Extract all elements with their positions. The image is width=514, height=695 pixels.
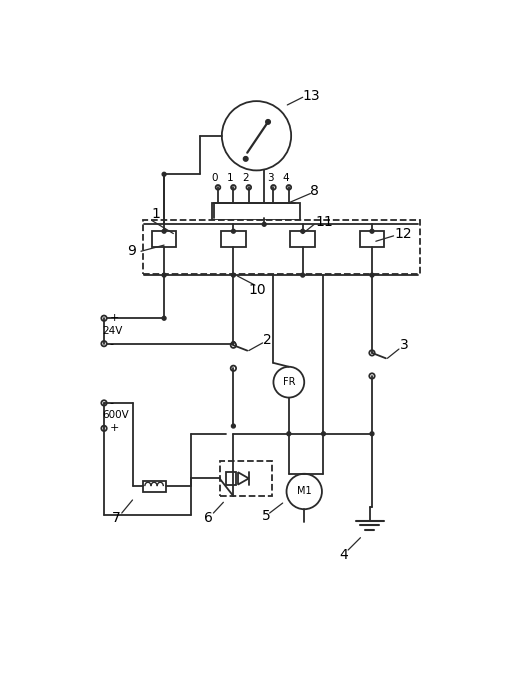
Circle shape [286,474,322,509]
Text: 0: 0 [212,173,218,183]
Circle shape [231,342,235,345]
Text: 5: 5 [262,509,271,523]
Circle shape [273,367,304,398]
Circle shape [162,172,166,177]
Circle shape [369,350,375,356]
Circle shape [370,432,374,436]
Circle shape [370,229,374,233]
Circle shape [101,316,107,321]
Bar [152,231,176,247]
Bar [221,231,246,247]
Circle shape [369,373,375,379]
Circle shape [101,425,107,431]
Circle shape [101,400,107,406]
Text: +: + [109,423,119,434]
Circle shape [231,185,236,190]
Bar [360,231,384,247]
Circle shape [301,273,305,277]
Circle shape [231,366,236,371]
Circle shape [162,273,166,277]
Text: 600V: 600V [102,410,129,420]
Text: -: - [109,338,114,349]
Bar [212,203,300,220]
Circle shape [231,424,235,428]
Text: 2: 2 [263,333,271,347]
Circle shape [231,343,236,348]
Bar [290,231,315,247]
Circle shape [262,222,266,227]
Text: 4: 4 [282,173,289,183]
Circle shape [101,341,107,346]
Circle shape [247,185,251,190]
Bar [142,481,166,491]
Text: 4: 4 [339,548,347,562]
Circle shape [231,342,235,345]
Circle shape [162,229,166,233]
Circle shape [301,229,305,233]
Text: -: - [109,398,114,408]
Circle shape [271,185,276,190]
Text: M1: M1 [297,486,311,496]
Circle shape [287,432,291,436]
Circle shape [286,185,291,190]
Circle shape [222,101,291,170]
Circle shape [266,120,270,124]
Text: 10: 10 [249,283,266,297]
Bar [226,472,236,484]
Text: FR: FR [283,377,295,387]
Bar [219,461,272,496]
Text: 1: 1 [152,207,161,221]
Text: 2: 2 [243,173,249,183]
Text: +: + [109,313,119,323]
Text: 1: 1 [227,173,234,183]
Circle shape [244,156,248,161]
Text: 7: 7 [112,512,120,525]
Text: 3: 3 [267,173,273,183]
Text: 8: 8 [310,184,319,198]
Bar [142,220,420,275]
Text: 13: 13 [303,89,320,103]
Text: 12: 12 [394,227,412,240]
Circle shape [370,273,374,277]
Circle shape [231,229,235,233]
Circle shape [162,316,166,320]
Text: 6: 6 [204,511,213,525]
Text: 9: 9 [127,244,136,259]
Circle shape [322,432,325,436]
Circle shape [216,185,221,190]
Text: 3: 3 [400,338,409,352]
Text: 11: 11 [315,215,333,229]
Circle shape [231,273,235,277]
Text: 24V: 24V [102,325,123,336]
